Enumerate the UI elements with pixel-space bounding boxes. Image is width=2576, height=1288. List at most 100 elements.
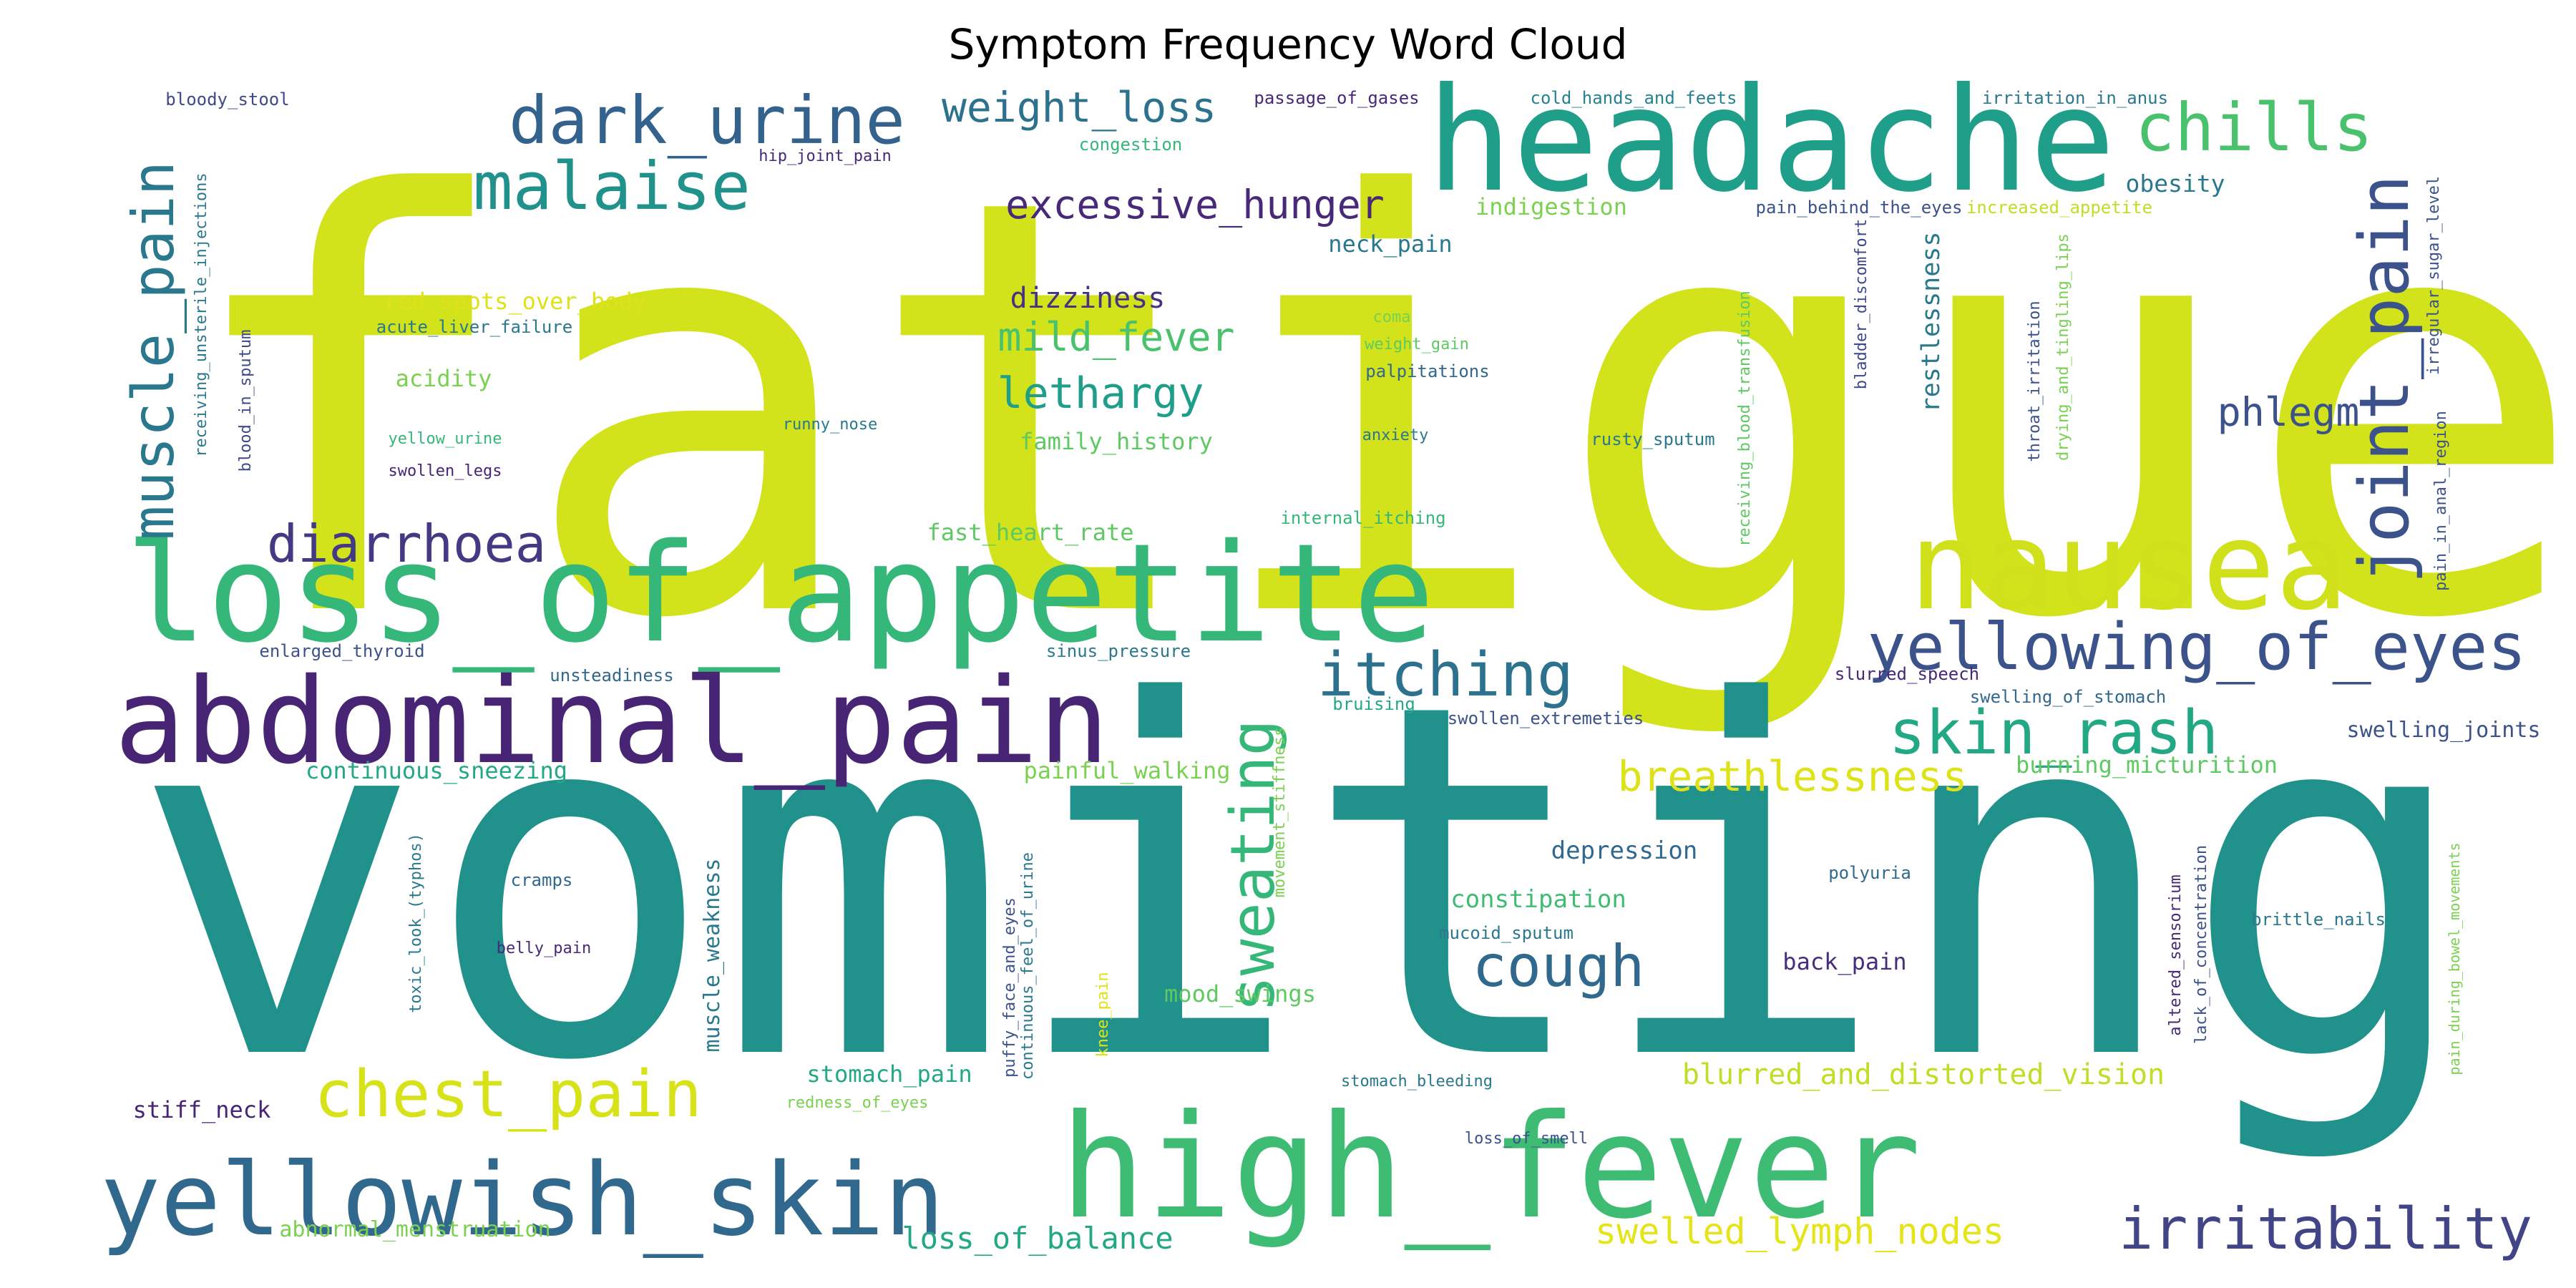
word-stiff-neck: stiff_neck [133, 1096, 271, 1123]
word-painful-walking: painful_walking [1024, 757, 1231, 784]
word-yellowish-skin: yellowish_skin [100, 1142, 945, 1259]
word-chills: chills [2135, 89, 2373, 166]
word-belly-pain: belly_pain [497, 940, 591, 957]
word-swelling-joints: swelling_joints [2347, 718, 2541, 743]
word-rusty-sputum: rusty_sputum [1591, 429, 1714, 449]
word-itching: itching [1317, 640, 1574, 711]
word-joint-pain: joint_pain [2346, 175, 2424, 584]
word-bruising: bruising [1332, 694, 1415, 714]
word-lethargy: lethargy [997, 369, 1204, 419]
word-loss-of-smell: loss_of_smell [1465, 1130, 1588, 1148]
word-cough: cough [1473, 933, 1645, 1000]
word-weight-gain: weight_gain [1365, 336, 1469, 353]
word-obesity: obesity [2125, 170, 2225, 197]
word-malaise: malaise [473, 148, 751, 225]
word-mild-fever: mild_fever [997, 314, 1234, 360]
word-burning-micturition: burning_micturition [2016, 751, 2278, 779]
word-cold-hands-and-feets: cold_hands_and_feets [1531, 88, 1737, 108]
word-puffy-face-and-eyes: puffy_face_and_eyes [1001, 897, 1019, 1078]
word-swelling-of-stomach: swelling_of_stomach [1970, 687, 2167, 707]
word-continuous-sneezing: continuous_sneezing [306, 757, 567, 784]
word-acidity: acidity [396, 365, 492, 392]
word-breathlessness: breathlessness [1618, 752, 1968, 801]
word-excessive-hunger: excessive_hunger [1005, 182, 1385, 228]
word-pain-behind-the-eyes: pain_behind_the_eyes [1756, 197, 1963, 218]
word-back-pain: back_pain [1782, 948, 1906, 975]
word-skin-rash: skin_rash [1889, 698, 2219, 769]
word-muscle-pain: muscle_pain [120, 161, 187, 540]
word-family-history: family_history [1020, 428, 1213, 455]
word-drying-and-tingling-lips: drying_and_tingling_lips [2054, 233, 2072, 461]
word-phlegm: phlegm [2218, 389, 2360, 435]
word-redness-of-eyes: redness_of_eyes [786, 1094, 929, 1112]
word-runny-nose: runny_nose [783, 416, 877, 434]
word-neck-pain: neck_pain [1328, 230, 1452, 258]
word-throat-irritation: throat_irritation [2026, 301, 2044, 462]
word-high-fever: high_fever [1060, 1084, 1921, 1251]
word-chest-pain: chest_pain [314, 1057, 702, 1132]
word-sweating: sweating [1218, 719, 1289, 1012]
word-palpitations: palpitations [1365, 361, 1489, 381]
word-swollen-extremeties: swollen_extremeties [1448, 708, 1644, 728]
word-mood-swings: mood_swings [1164, 980, 1316, 1008]
word-dark-urine: dark_urine [509, 82, 905, 159]
word-stomach-bleeding: stomach_bleeding [1341, 1073, 1493, 1091]
word-acute-liver-failure: acute_liver_failure [376, 317, 573, 337]
word-bladder-discomfort: bladder_discomfort [1853, 219, 1870, 389]
word-blood-in-sputum: blood_in_sputum [237, 330, 255, 472]
word-restlessness: restlessness [1917, 232, 1946, 413]
word-passage-of-gases: passage_of_gases [1254, 88, 1419, 108]
word-altered-sensorium: altered_sensorium [2167, 874, 2185, 1035]
word-increased-appetite: increased_appetite [1966, 197, 2152, 218]
word-weight-loss: weight_loss [942, 83, 1216, 132]
word-receiving-blood-transfusion: receiving_blood_transfusion [1736, 291, 1754, 547]
word-cramps: cramps [511, 870, 573, 890]
word-knee-pain: knee_pain [1094, 972, 1112, 1057]
word-irregular-sugar-level: irregular_sugar_level [2425, 176, 2443, 375]
word-vomiting: vomiting [130, 601, 2474, 1167]
word-dizziness: dizziness [1010, 282, 1166, 315]
word-pain-during-bowel-movements: pain_during_bowel_movements [2446, 842, 2463, 1075]
word-constipation: constipation [1450, 885, 1626, 914]
word-abdominal-pain: abdominal_pain [114, 653, 1110, 790]
word-fatigue: fatigue [175, 77, 2576, 743]
word-receiving-unsterile-injections: receiving_unsterile_injections [192, 172, 210, 457]
word-unsteadiness: unsteadiness [550, 665, 673, 686]
word-sinus-pressure: sinus_pressure [1046, 641, 1191, 661]
word-loss-of-appetite: loss_of_appetite [125, 514, 1435, 673]
word-depression: depression [1551, 836, 1698, 865]
word-abnormal-menstruation: abnormal_menstruation [279, 1217, 550, 1242]
word-slurred-speech: slurred_speech [1835, 664, 1979, 684]
word-indigestion: indigestion [1475, 193, 1627, 220]
word-irritation-in-anus: irritation_in_anus [1982, 88, 2168, 108]
word-headache: headache [1426, 57, 2115, 224]
word-anxiety: anxiety [1362, 426, 1429, 444]
word-mucoid-sputum: mucoid_sputum [1439, 923, 1574, 943]
word-pain-in-anal-region: pain_in_anal_region [2432, 411, 2450, 591]
chart-title: Symptom Frequency Word Cloud [948, 20, 1628, 69]
word-swelled-lymph-nodes: swelled_lymph_nodes [1595, 1211, 2004, 1252]
word-diarrhoea: diarrhoea [267, 514, 546, 574]
word-yellow-urine: yellow_urine [389, 430, 502, 448]
word-bloody-stool: bloody_stool [165, 89, 289, 109]
word-hip-joint-pain: hip_joint_pain [758, 147, 891, 165]
word-polyuria: polyuria [1828, 863, 1911, 883]
word-blurred-and-distorted-vision: blurred_and_distorted_vision [1682, 1058, 2165, 1091]
word-muscle-weakness: muscle_weakness [700, 859, 725, 1053]
word-yellowing-of-eyes: yellowing_of_eyes [1867, 610, 2526, 685]
word-enlarged-thyroid: enlarged_thyroid [259, 641, 424, 661]
word-red-spots-over-body: red_spots_over_body [384, 288, 646, 315]
word-coma: coma [1373, 308, 1411, 326]
word-movement-stiffness: movement_stiffness [1271, 727, 1289, 897]
word-internal-itching: internal_itching [1280, 508, 1445, 528]
word-brittle-nails: brittle_nails [2251, 909, 2386, 930]
word-continuous-feel-of-urine: continuous_feel_of_urine [1019, 852, 1037, 1080]
word-loss-of-balance: loss_of_balance [902, 1221, 1173, 1256]
word-fast-heart-rate: fast_heart_rate [927, 519, 1134, 546]
word-lack-of-concentration: lack_of_concentration [2192, 845, 2210, 1044]
word-congestion: congestion [1079, 135, 1183, 155]
word-stomach-pain: stomach_pain [806, 1060, 972, 1088]
word-nausea: nausea [1909, 496, 2348, 638]
